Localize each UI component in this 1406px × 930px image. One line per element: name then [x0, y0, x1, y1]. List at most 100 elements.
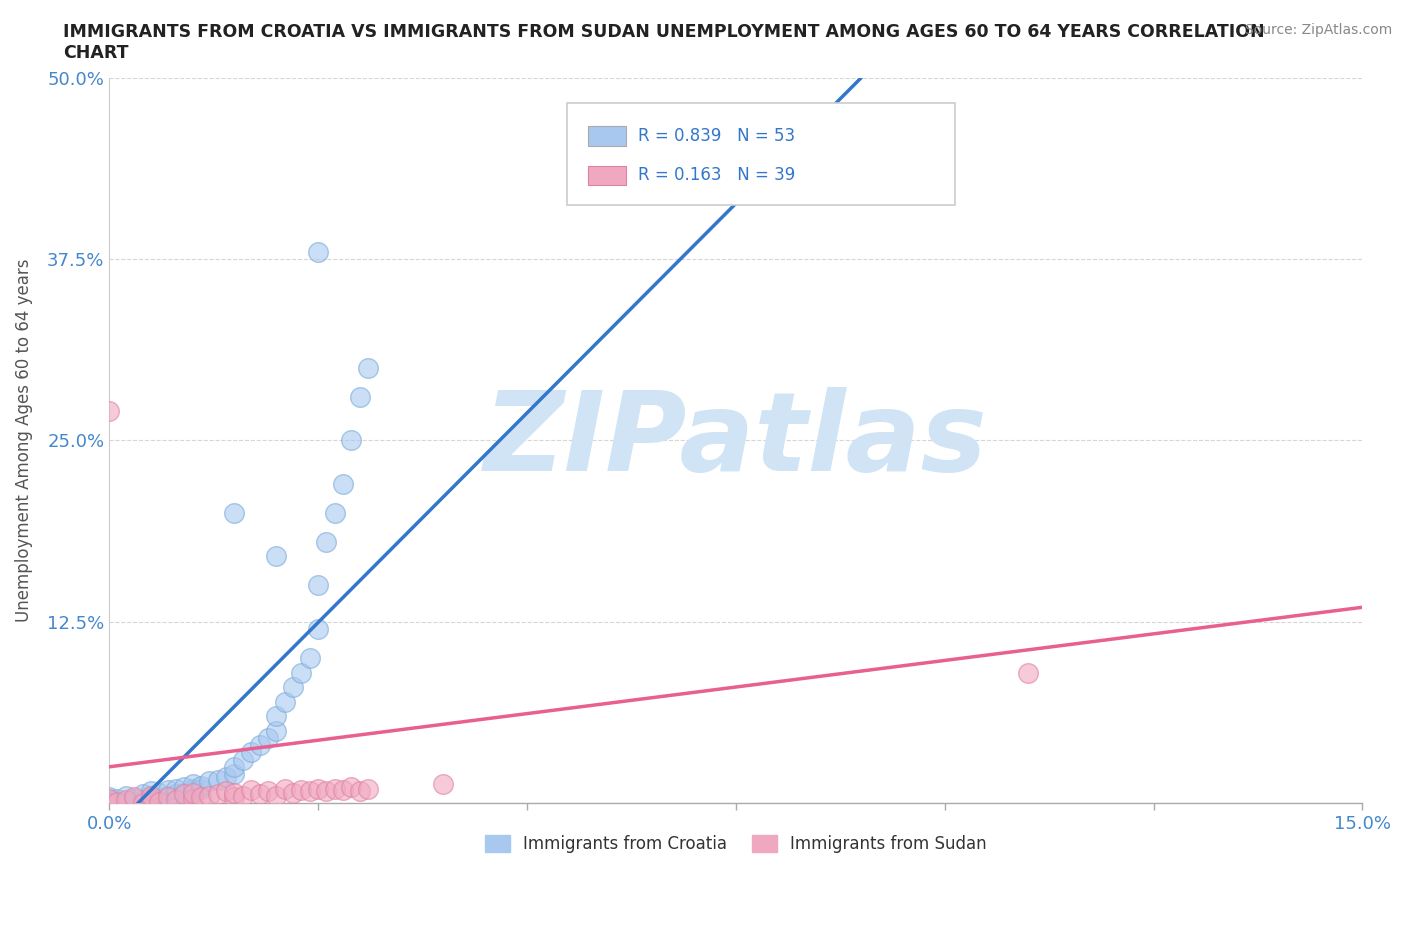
Point — [114, 794, 136, 809]
Point — [139, 789, 162, 804]
Point — [156, 789, 179, 804]
Point — [98, 796, 121, 811]
Point — [273, 694, 295, 709]
Point — [165, 792, 187, 807]
Point — [307, 621, 329, 636]
Point — [298, 784, 321, 799]
Point — [98, 792, 121, 807]
Point — [173, 787, 195, 802]
Point — [139, 784, 162, 799]
Point — [307, 781, 329, 796]
Point — [207, 773, 229, 788]
Legend: Immigrants from Croatia, Immigrants from Sudan: Immigrants from Croatia, Immigrants from… — [478, 829, 994, 860]
Point — [122, 796, 145, 811]
Point — [357, 781, 380, 796]
Point — [173, 786, 195, 801]
Point — [349, 784, 371, 799]
Point — [224, 766, 246, 781]
Point — [114, 789, 136, 804]
Point — [257, 730, 280, 745]
Point — [264, 724, 287, 738]
Point — [215, 769, 238, 784]
Point — [156, 782, 179, 797]
Point — [290, 782, 312, 797]
Point — [181, 784, 204, 799]
Point — [139, 789, 162, 804]
Point — [190, 781, 212, 796]
Point — [224, 786, 246, 801]
Text: Source: ZipAtlas.com: Source: ZipAtlas.com — [1244, 23, 1392, 37]
Point — [281, 680, 304, 695]
FancyBboxPatch shape — [588, 166, 626, 185]
Point — [349, 390, 371, 405]
Point — [131, 787, 153, 802]
Point — [332, 476, 354, 491]
Point — [432, 777, 454, 791]
Text: R = 0.839   N = 53: R = 0.839 N = 53 — [638, 127, 796, 145]
Point — [307, 245, 329, 259]
Point — [190, 790, 212, 804]
Point — [215, 784, 238, 799]
Point — [298, 651, 321, 666]
FancyBboxPatch shape — [567, 103, 955, 205]
Point — [357, 361, 380, 376]
Point — [139, 791, 162, 806]
Point — [181, 791, 204, 806]
Point — [98, 791, 121, 806]
Y-axis label: Unemployment Among Ages 60 to 64 years: Unemployment Among Ages 60 to 64 years — [15, 259, 32, 622]
Point — [190, 778, 212, 793]
Point — [181, 781, 204, 796]
Point — [156, 790, 179, 804]
Point — [307, 578, 329, 593]
Point — [232, 789, 254, 804]
Point — [107, 796, 129, 811]
Point — [98, 790, 121, 804]
Point — [181, 786, 204, 801]
Point — [264, 549, 287, 564]
Point — [148, 786, 170, 801]
Point — [198, 789, 221, 804]
Point — [290, 665, 312, 680]
Text: R = 0.163   N = 39: R = 0.163 N = 39 — [638, 166, 796, 184]
Point — [240, 745, 263, 760]
Point — [340, 433, 363, 448]
Point — [281, 786, 304, 801]
Text: ZIPatlas: ZIPatlas — [484, 387, 987, 494]
Point — [315, 535, 337, 550]
Point — [207, 787, 229, 802]
Point — [240, 782, 263, 797]
Point — [122, 791, 145, 806]
Point — [249, 787, 271, 802]
Point — [323, 506, 346, 521]
Point — [165, 781, 187, 796]
Point — [264, 789, 287, 804]
Point — [332, 782, 354, 797]
Point — [148, 791, 170, 806]
Point — [173, 779, 195, 794]
Point — [114, 792, 136, 807]
Point — [198, 774, 221, 789]
Point — [148, 794, 170, 809]
Point — [181, 777, 204, 791]
Point — [224, 760, 246, 775]
Point — [98, 796, 121, 811]
Point — [224, 506, 246, 521]
Point — [165, 787, 187, 802]
Point — [107, 791, 129, 806]
Point — [249, 737, 271, 752]
Point — [107, 794, 129, 809]
Point — [264, 709, 287, 724]
Point — [323, 781, 346, 796]
Point — [122, 790, 145, 804]
Point — [131, 792, 153, 807]
Point — [232, 752, 254, 767]
Point — [315, 784, 337, 799]
Point — [224, 790, 246, 804]
Point — [98, 404, 121, 418]
Point — [257, 784, 280, 799]
Point — [273, 781, 295, 796]
Point — [340, 779, 363, 794]
Point — [131, 796, 153, 811]
Point — [1017, 665, 1039, 680]
FancyBboxPatch shape — [588, 126, 626, 146]
